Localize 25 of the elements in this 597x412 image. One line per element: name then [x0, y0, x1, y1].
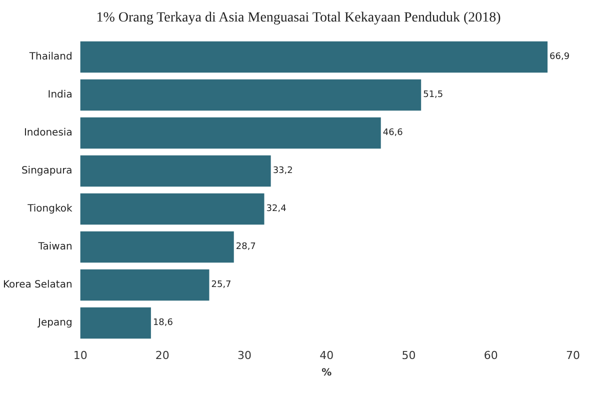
y-tick-label: Singapura: [21, 166, 72, 176]
data-label: 46,6: [382, 128, 404, 138]
y-tick-label: India: [48, 90, 72, 100]
data-label: 25,7: [211, 280, 232, 290]
y-tick-label: Taiwan: [37, 242, 72, 252]
y-tick-label: Thailand: [28, 52, 72, 62]
y-tick-label: Korea Selatan: [2, 280, 72, 290]
data-label: 18,6: [152, 318, 174, 328]
x-axis-title: %: [322, 368, 332, 378]
x-tick-label: 20: [155, 349, 170, 362]
y-tick-label: Indonesia: [24, 128, 72, 138]
y-tick-label: Tiongkok: [26, 204, 73, 214]
x-tick-label: 70: [566, 349, 580, 362]
data-label: 51,5: [423, 90, 444, 100]
y-tick-label: Jepang: [37, 318, 72, 328]
data-label: 32,4: [266, 204, 287, 214]
x-tick-label: 30: [238, 349, 252, 362]
data-label: 33,2: [272, 166, 293, 176]
x-tick-label: 10: [73, 349, 88, 362]
x-tick-label: 40: [320, 349, 334, 362]
data-label: 28,7: [236, 242, 256, 252]
x-tick-label: 60: [484, 349, 498, 362]
chart-title: 1% Orang Terkaya di Asia Menguasai Total Kekayaan Penduduk (2018): [96, 10, 502, 26]
x-tick-label: 50: [402, 349, 416, 362]
data-label: 66,9: [550, 52, 570, 62]
